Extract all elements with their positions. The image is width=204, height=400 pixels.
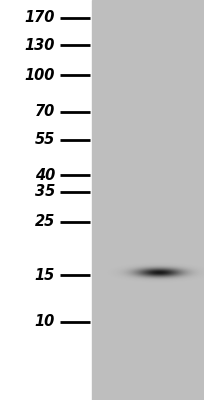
Text: 25: 25 (35, 214, 55, 230)
Text: 170: 170 (25, 10, 55, 26)
Text: 40: 40 (35, 168, 55, 182)
Text: 130: 130 (25, 38, 55, 52)
Text: 70: 70 (35, 104, 55, 120)
Text: 55: 55 (35, 132, 55, 148)
Bar (92, 0, 204, 400)
Text: 35: 35 (35, 184, 55, 200)
Text: 10: 10 (35, 314, 55, 330)
Text: 15: 15 (35, 268, 55, 282)
Text: 100: 100 (25, 68, 55, 82)
